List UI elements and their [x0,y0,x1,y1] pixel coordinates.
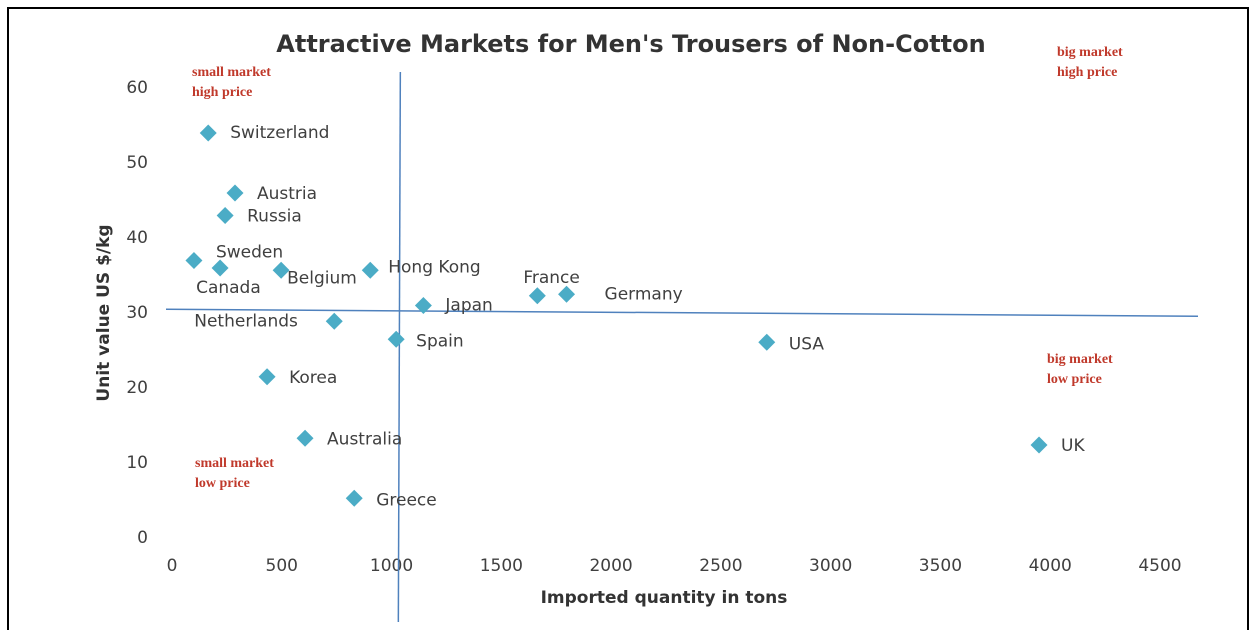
point [325,312,343,330]
x-tick-label: 3000 [809,556,852,576]
y-tick-label: 20 [126,378,148,398]
point-label: USA [789,334,825,354]
x-tick-label: 4500 [1138,556,1181,576]
point-label: Austria [257,184,317,204]
point [211,259,229,277]
point-label: Belgium [287,268,357,288]
y-tick-label: 40 [126,228,148,248]
point [528,287,546,305]
point [258,368,276,386]
x-tick-label: 1500 [480,556,523,576]
point [272,261,290,279]
point-label: Greece [376,490,437,510]
point-label: Netherlands [194,311,298,331]
point-label: Korea [289,368,337,388]
point [296,429,314,447]
annotation: small market [192,65,271,80]
point-label: Australia [327,429,402,449]
annotation: low price [1047,372,1102,387]
point-label: Hong Kong [388,257,480,277]
reference-line [397,71,402,623]
x-tick-label: 0 [167,556,178,576]
point-label: Spain [416,331,464,351]
point [216,207,234,224]
y-axis-label: Unit value US $/kg [94,224,114,401]
point [361,261,379,279]
chart-title: Attractive Markets for Men's Trousers of… [276,30,985,58]
point-label: UK [1061,436,1085,456]
y-tick-label: 30 [126,303,148,323]
y-tick-label: 60 [126,78,148,98]
x-tick-label: 500 [266,556,298,576]
point [199,124,217,142]
x-tick-label: 2000 [589,556,632,576]
point [185,252,203,269]
x-tick-label: 2500 [699,556,742,576]
point [1030,436,1048,454]
point [226,184,244,202]
y-tick-label: 0 [137,528,148,548]
point-label: France [523,268,580,288]
annotation: high price [1057,65,1117,80]
annotation: low price [195,476,250,491]
point [414,297,432,314]
x-tick-label: 1000 [370,556,413,576]
point-label: Japan [444,296,492,316]
y-tick-label: 10 [126,453,148,473]
annotation: small market [195,456,274,471]
point-label: Russia [247,207,302,227]
point [558,285,576,303]
frame [7,7,1249,630]
point [758,333,776,351]
x-axis-label: Imported quantity in tons [541,588,788,608]
y-tick-label: 50 [126,153,148,173]
point [387,330,405,348]
reference-line [165,308,1199,317]
point-label: Switzerland [230,123,329,143]
x-tick-label: 3500 [919,556,962,576]
annotation: high price [192,85,252,100]
point [345,489,363,507]
point-label: Sweden [216,243,283,263]
annotation: big market [1057,45,1123,60]
x-tick-label: 4000 [1029,556,1072,576]
annotation: big market [1047,352,1113,367]
point-label: Germany [605,284,683,304]
point-label: Canada [196,278,261,298]
